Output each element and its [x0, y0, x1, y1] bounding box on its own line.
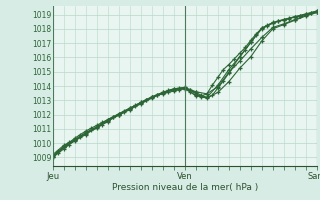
X-axis label: Pression niveau de la mer( hPa ): Pression niveau de la mer( hPa ): [112, 183, 258, 192]
